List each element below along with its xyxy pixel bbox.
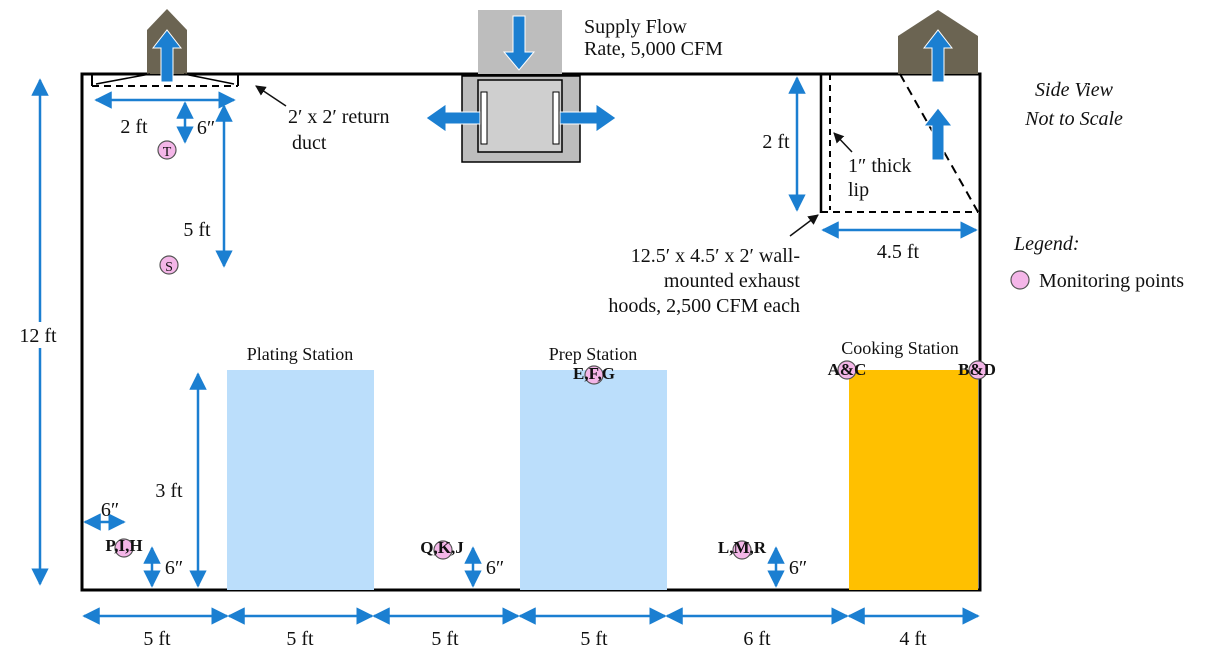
monitoring-point-ac: A&C [828,360,867,380]
lip-pointer [833,132,853,153]
supply-label-line1: Supply Flow [584,16,687,38]
return-duct-pointer [255,85,287,107]
monitoring-point-bd: B&D [958,360,996,380]
hood-depth-label: 4.5 ft [877,241,920,263]
floor-offset-label-ph: 6″ [165,557,183,579]
cooking-station [849,370,978,590]
monitoring-point-ac-label: A&C [828,360,867,379]
return-duct-label-line1: 2′ x 2′ return [288,106,390,128]
plating-station [227,370,374,590]
supply-right-arrow-icon [559,103,617,133]
monitoring-point-t: T [157,140,177,160]
hood-label-line1: 12.5′ x 4.5′ x 2′ wall- [631,245,800,267]
plating-station-label: Plating Station [247,344,354,364]
duct-offset-label: 6″ [197,117,215,139]
monitoring-point-efg-label: E,F,G [573,364,615,383]
bottom-dim-4: 5 ft [580,628,608,650]
sample-depth-label: 5 ft [183,219,211,241]
hood-height-label: 2 ft [762,131,790,153]
monitoring-point-s: S [159,255,179,275]
monitoring-point-qkj: Q,K,J [420,538,464,560]
station-height-label: 3 ft [155,480,183,502]
monitoring-point-qkj-label: Q,K,J [420,538,464,557]
return-duct-label-line2: duct [292,132,327,154]
hood-pointer [789,214,819,237]
prep-station [520,370,667,590]
diagram-title: Side View [1035,79,1114,101]
bottom-dim-2: 5 ft [286,628,314,650]
supply-label-line2: Rate, 5,000 CFM [584,38,723,60]
cooking-station-label: Cooking Station [841,338,959,358]
monitoring-point-s-label: S [165,260,173,275]
lip-label-line1: 1″ thick [848,155,911,177]
floor-offset-label-qkj: 6″ [486,557,504,579]
supply-diffuser [425,10,617,163]
legend-marker-icon [1010,270,1030,290]
diagram-subtitle: Not to Scale [1024,108,1123,130]
monitoring-point-lmr: L,M,R [718,538,767,560]
monitoring-point-lmr-label: L,M,R [718,538,767,557]
hood-capture-arrow-icon [922,107,954,161]
bottom-dim-6: 4 ft [899,628,927,650]
height-dimension-label: 12 ft [19,325,57,347]
floor-offset-label-lmr: 6″ [789,557,807,579]
exhaust-hood [819,10,979,213]
duct-width-label: 2 ft [120,116,148,138]
return-exhaust-arrow-icon [151,29,183,83]
wall-offset-label: 6″ [101,499,119,521]
hood-label-line2: mounted exhaust [664,270,801,292]
bottom-dim-5: 6 ft [743,628,771,650]
legend-title: Legend: [1013,233,1080,255]
monitoring-point-pih-label: P,I,H [105,536,142,555]
monitoring-point-efg: E,F,G [573,364,615,385]
supply-left-arrow-icon [425,103,481,133]
bottom-dim-3: 5 ft [431,628,459,650]
supply-down-arrow-icon [502,15,536,71]
bottom-dimension-chain: 5 ft 5 ft 5 ft 5 ft 6 ft 4 ft [82,607,980,650]
return-duct [91,9,239,87]
lip-label-line2: lip [848,179,869,201]
hood-exhaust-arrow-icon [922,29,954,83]
hood-label-line3: hoods, 2,500 CFM each [608,295,800,317]
prep-station-label: Prep Station [549,344,638,364]
legend-item-label: Monitoring points [1039,270,1184,292]
bottom-dim-1: 5 ft [143,628,171,650]
monitoring-point-pih: P,I,H [105,536,143,558]
monitoring-point-t-label: T [163,145,172,160]
monitoring-point-bd-label: B&D [958,360,996,379]
